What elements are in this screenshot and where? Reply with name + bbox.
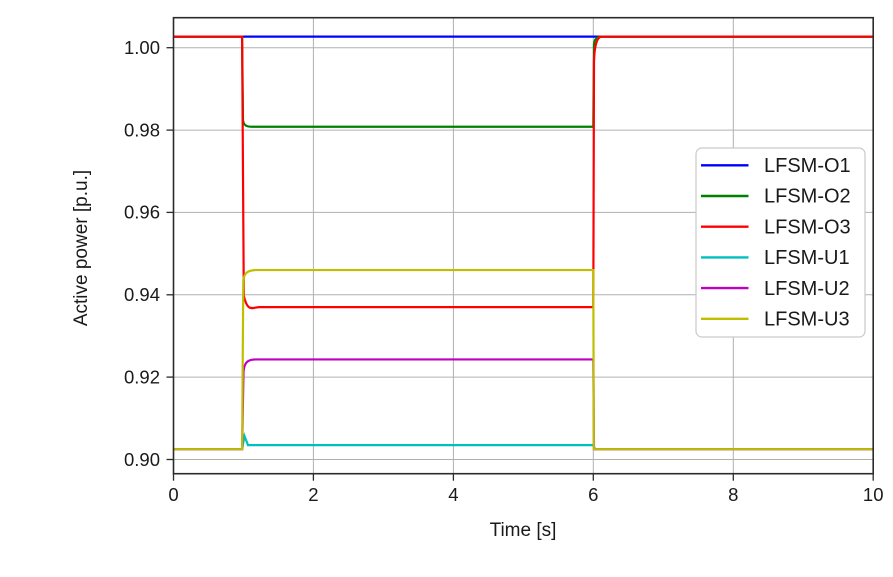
svg-text:10: 10 bbox=[863, 484, 884, 505]
svg-text:Time [s]: Time [s] bbox=[490, 520, 557, 541]
svg-text:0.90: 0.90 bbox=[124, 449, 160, 470]
svg-text:LFSM-U1: LFSM-U1 bbox=[764, 247, 850, 269]
svg-text:LFSM-O2: LFSM-O2 bbox=[764, 186, 851, 208]
svg-text:0.96: 0.96 bbox=[124, 202, 160, 223]
svg-text:2: 2 bbox=[308, 484, 318, 505]
svg-text:Active power [p.u.]: Active power [p.u.] bbox=[71, 170, 92, 326]
svg-text:8: 8 bbox=[728, 484, 738, 505]
svg-text:0: 0 bbox=[168, 484, 178, 505]
svg-text:1.00: 1.00 bbox=[124, 37, 160, 58]
svg-text:LFSM-O3: LFSM-O3 bbox=[764, 216, 851, 238]
svg-text:4: 4 bbox=[448, 484, 458, 505]
svg-text:LFSM-U2: LFSM-U2 bbox=[764, 278, 850, 300]
svg-text:6: 6 bbox=[588, 484, 598, 505]
svg-text:0.98: 0.98 bbox=[124, 119, 160, 140]
svg-text:LFSM-U3: LFSM-U3 bbox=[764, 309, 850, 331]
svg-text:0.94: 0.94 bbox=[124, 284, 160, 305]
svg-text:0.92: 0.92 bbox=[124, 366, 160, 387]
svg-text:LFSM-O1: LFSM-O1 bbox=[764, 155, 851, 177]
